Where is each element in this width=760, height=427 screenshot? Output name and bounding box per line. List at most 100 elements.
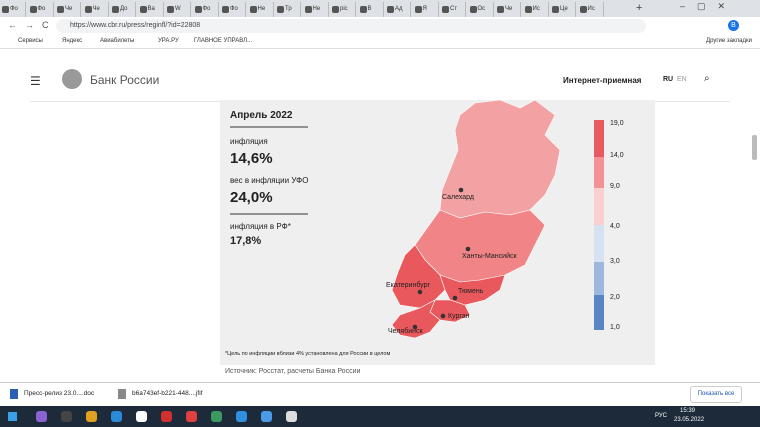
bookmarks-bar: Сервисы Яндекс Авиабилеты УРА.РУ ГЛАВНОЕ… — [0, 35, 760, 49]
legend-label: 4,0 — [610, 223, 620, 230]
region-chelyabinsk — [391, 299, 441, 339]
omnibox[interactable] — [56, 19, 646, 33]
city-dot — [412, 324, 418, 330]
tab[interactable]: Ис — [578, 2, 604, 17]
url[interactable]: https://www.cbr.ru/press/reginfl/?id=228… — [70, 22, 201, 29]
city-label: Курган — [448, 313, 470, 320]
legend-swatch — [594, 157, 604, 188]
tab[interactable]: Тр — [275, 2, 301, 17]
city-dot — [465, 246, 471, 252]
tab[interactable]: pic — [330, 2, 356, 17]
city-label: Салехард — [442, 194, 474, 201]
download-bar: Пресс-релиз 23.0....doc b6a743ef-b221-44… — [0, 382, 760, 407]
lang-ru[interactable]: RU — [663, 76, 674, 83]
tab[interactable]: Че — [83, 2, 109, 17]
file-icon — [118, 389, 126, 399]
tab[interactable]: До — [110, 2, 136, 17]
tab[interactable]: В — [358, 2, 384, 17]
legend-label: 14,0 — [610, 152, 624, 159]
search-icon[interactable]: ⌕ — [704, 73, 710, 84]
bookmark[interactable]: Сервисы — [18, 38, 43, 44]
download[interactable]: Пресс-релиз 23.0....doc — [24, 390, 95, 397]
tab[interactable]: Че — [55, 2, 81, 17]
period: Апрель 2022 — [230, 110, 293, 121]
file-icon — [10, 389, 18, 399]
tab-bar: Фо Фо Че Че До Ва W Фо Фо Не Тр Не pic В Ад Я Ст Ос Че Ис Це… — [0, 0, 760, 17]
lang-en[interactable]: EN — [677, 76, 687, 83]
city-dot — [452, 295, 458, 301]
tab[interactable]: W — [165, 2, 191, 17]
value: 17,8% — [230, 235, 262, 247]
tab[interactable]: Че — [495, 2, 521, 17]
city-dot — [440, 313, 446, 319]
tab[interactable]: Я — [413, 2, 439, 17]
value: 14,6% — [230, 150, 273, 167]
start-button[interactable] — [8, 412, 17, 421]
source: Источник: Росстат, расчеты Банка России — [225, 368, 361, 375]
tab[interactable]: Ва — [138, 2, 164, 17]
tab[interactable]: Ад — [385, 2, 411, 17]
taskbar-app[interactable] — [211, 411, 222, 422]
tab[interactable]: Фо — [0, 2, 26, 17]
scrollbar[interactable] — [752, 135, 757, 160]
taskbar-app[interactable] — [261, 411, 272, 422]
taskbar-app[interactable] — [236, 411, 247, 422]
label: инфляция — [230, 137, 268, 146]
region-yamal — [439, 100, 561, 219]
taskbar-app[interactable] — [86, 411, 97, 422]
nav-buttons[interactable]: ←→C — [8, 20, 57, 30]
tab[interactable]: Ст — [440, 2, 466, 17]
reception-link[interactable]: Интернет-приемная — [563, 76, 642, 85]
legend-label: 3,0 — [610, 258, 620, 265]
bookmark[interactable]: Другие закладки — [706, 38, 752, 44]
tab[interactable]: Це — [550, 2, 576, 17]
profile[interactable]: В — [728, 20, 739, 31]
legend-swatch — [594, 262, 604, 295]
taskbar-app[interactable] — [136, 411, 147, 422]
legend-label: 1,0 — [610, 324, 620, 331]
footnote: *Цель по инфляции вблизи 4% установлена … — [225, 351, 391, 357]
taskbar-app[interactable] — [161, 411, 172, 422]
logo[interactable]: Банк России — [90, 73, 160, 87]
new-tab[interactable]: + — [636, 2, 643, 14]
tab[interactable]: Не — [248, 2, 274, 17]
taskbar-app[interactable] — [186, 411, 197, 422]
legend-label: 2,0 — [610, 294, 620, 301]
label: инфляция в РФ* — [230, 222, 291, 231]
logo-emblem — [62, 69, 82, 89]
taskbar-app[interactable] — [286, 411, 297, 422]
legend-swatch — [594, 295, 604, 330]
clock-time: 15:39 — [680, 408, 696, 414]
menu-icon[interactable]: ☰ — [30, 74, 41, 88]
bookmark[interactable]: УРА.РУ — [158, 38, 179, 44]
taskbar-app[interactable] — [36, 411, 47, 422]
bookmark[interactable]: ГЛАВНОЕ УПРАВЛ... — [194, 38, 253, 44]
window-controls[interactable]: –▢✕ — [680, 1, 738, 11]
city-label: Тюмень — [458, 288, 484, 295]
tab[interactable]: Ис — [523, 2, 549, 17]
legend-swatch — [594, 120, 604, 157]
tab[interactable]: Не — [303, 2, 329, 17]
map — [230, 100, 604, 339]
tab[interactable]: Ос — [468, 2, 494, 17]
infographic: Апрель 2022 инфляция 14,6% вес в инфляци… — [220, 100, 655, 365]
city-dot — [417, 289, 423, 295]
clock-date: 23.05.2022 — [674, 417, 705, 423]
bookmark[interactable]: Авиабилеты — [100, 38, 135, 44]
tab[interactable]: Фо — [220, 2, 246, 17]
legend-label: 9,0 — [610, 183, 620, 190]
bookmark[interactable]: Яндекс — [62, 38, 83, 44]
tab[interactable]: Фо — [193, 2, 219, 17]
value: 24,0% — [230, 189, 273, 206]
show-all-button[interactable]: Показать все — [690, 386, 742, 403]
tab[interactable]: Фо — [28, 2, 54, 17]
legend-swatch — [594, 188, 604, 225]
taskbar-app[interactable] — [111, 411, 122, 422]
taskbar-app[interactable] — [61, 411, 72, 422]
download[interactable]: b6a743ef-b221-448....jfif — [132, 390, 203, 397]
city-label: Челябинск — [388, 328, 423, 335]
taskbar: РУС 15:39 23.05.2022 — [0, 406, 760, 427]
input-lang[interactable]: РУС — [655, 413, 668, 419]
legend-label: 19,0 — [610, 120, 624, 127]
